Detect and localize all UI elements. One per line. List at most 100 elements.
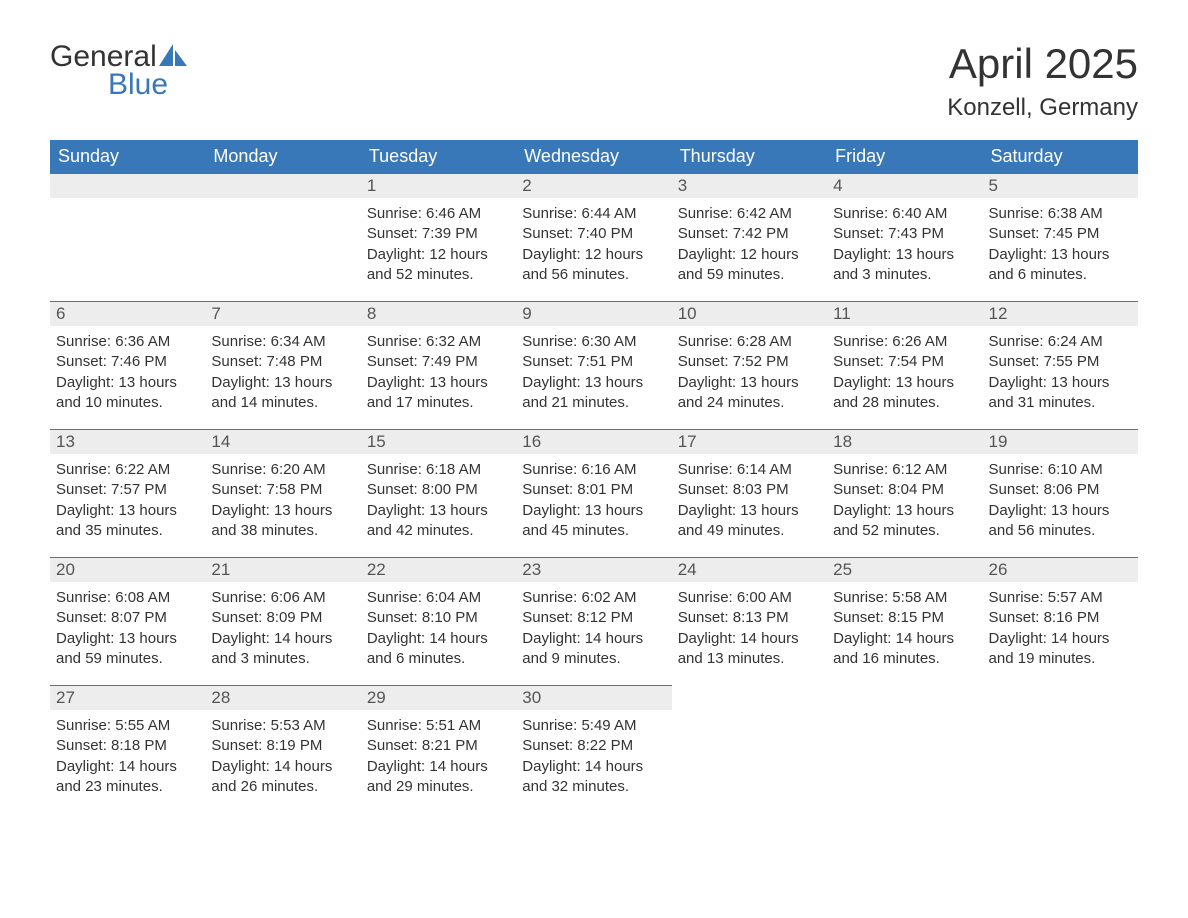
calendar-cell: 20Sunrise: 6:08 AMSunset: 8:07 PMDayligh…	[50, 557, 205, 685]
weekday-row: SundayMondayTuesdayWednesdayThursdayFrid…	[50, 140, 1138, 173]
daylight-line: Daylight: 13 hours and 24 minutes.	[678, 373, 821, 414]
sunrise-line: Sunrise: 5:49 AM	[522, 716, 665, 736]
sunset-line: Sunset: 7:55 PM	[989, 352, 1132, 372]
day-number: 5	[983, 173, 1138, 198]
daylight-line: Daylight: 12 hours and 56 minutes.	[522, 245, 665, 286]
logo-text-bottom: Blue	[108, 68, 187, 102]
sunset-line: Sunset: 8:18 PM	[56, 736, 199, 756]
sunset-line: Sunset: 8:22 PM	[522, 736, 665, 756]
calendar-cell: 2Sunrise: 6:44 AMSunset: 7:40 PMDaylight…	[516, 173, 671, 301]
sunset-line: Sunset: 7:40 PM	[522, 224, 665, 244]
day-number: 28	[205, 685, 360, 710]
daylight-line: Daylight: 14 hours and 32 minutes.	[522, 757, 665, 798]
calendar-cell: 11Sunrise: 6:26 AMSunset: 7:54 PMDayligh…	[827, 301, 982, 429]
weekday-header: Friday	[827, 140, 982, 173]
sunset-line: Sunset: 7:48 PM	[211, 352, 354, 372]
day-number: 18	[827, 429, 982, 454]
day-number: 15	[361, 429, 516, 454]
sunset-line: Sunset: 8:12 PM	[522, 608, 665, 628]
calendar-row: 13Sunrise: 6:22 AMSunset: 7:57 PMDayligh…	[50, 429, 1138, 557]
sunset-line: Sunset: 8:10 PM	[367, 608, 510, 628]
calendar-cell: 13Sunrise: 6:22 AMSunset: 7:57 PMDayligh…	[50, 429, 205, 557]
calendar-cell: 25Sunrise: 5:58 AMSunset: 8:15 PMDayligh…	[827, 557, 982, 685]
calendar-cell: 28Sunrise: 5:53 AMSunset: 8:19 PMDayligh…	[205, 685, 360, 813]
calendar-cell: 19Sunrise: 6:10 AMSunset: 8:06 PMDayligh…	[983, 429, 1138, 557]
sunset-line: Sunset: 7:57 PM	[56, 480, 199, 500]
sunset-line: Sunset: 7:46 PM	[56, 352, 199, 372]
sunset-line: Sunset: 8:04 PM	[833, 480, 976, 500]
sunrise-line: Sunrise: 6:40 AM	[833, 204, 976, 224]
daylight-line: Daylight: 14 hours and 6 minutes.	[367, 629, 510, 670]
calendar-cell: 4Sunrise: 6:40 AMSunset: 7:43 PMDaylight…	[827, 173, 982, 301]
daylight-line: Daylight: 14 hours and 19 minutes.	[989, 629, 1132, 670]
sunrise-line: Sunrise: 6:32 AM	[367, 332, 510, 352]
day-number: 27	[50, 685, 205, 710]
sunrise-line: Sunrise: 5:58 AM	[833, 588, 976, 608]
day-number: 20	[50, 557, 205, 582]
location: Konzell, Germany	[947, 94, 1138, 122]
calendar-cell	[50, 173, 205, 301]
day-number: 8	[361, 301, 516, 326]
calendar-cell	[205, 173, 360, 301]
sunrise-line: Sunrise: 6:20 AM	[211, 460, 354, 480]
day-number: 13	[50, 429, 205, 454]
day-number: 22	[361, 557, 516, 582]
sunset-line: Sunset: 7:42 PM	[678, 224, 821, 244]
day-body: Sunrise: 5:51 AMSunset: 8:21 PMDaylight:…	[361, 710, 516, 807]
calendar-row: 1Sunrise: 6:46 AMSunset: 7:39 PMDaylight…	[50, 173, 1138, 301]
day-body: Sunrise: 6:06 AMSunset: 8:09 PMDaylight:…	[205, 582, 360, 679]
day-number: 10	[672, 301, 827, 326]
day-body: Sunrise: 6:10 AMSunset: 8:06 PMDaylight:…	[983, 454, 1138, 551]
daylight-line: Daylight: 14 hours and 16 minutes.	[833, 629, 976, 670]
sunset-line: Sunset: 8:09 PM	[211, 608, 354, 628]
daylight-line: Daylight: 13 hours and 3 minutes.	[833, 245, 976, 286]
sunset-line: Sunset: 8:19 PM	[211, 736, 354, 756]
day-body: Sunrise: 6:18 AMSunset: 8:00 PMDaylight:…	[361, 454, 516, 551]
weekday-header: Monday	[205, 140, 360, 173]
calendar-cell	[983, 685, 1138, 813]
day-body: Sunrise: 6:40 AMSunset: 7:43 PMDaylight:…	[827, 198, 982, 295]
weekday-header: Wednesday	[516, 140, 671, 173]
day-number: 3	[672, 173, 827, 198]
daylight-line: Daylight: 13 hours and 49 minutes.	[678, 501, 821, 542]
month-title: April 2025	[947, 40, 1138, 88]
calendar-cell: 30 Sunrise: 5:49 AMSunset: 8:22 PMDayligh…	[516, 685, 671, 813]
day-number: 16	[516, 429, 671, 454]
calendar-cell: 27Sunrise: 5:55 AMSunset: 8:18 PMDayligh…	[50, 685, 205, 813]
day-body: Sunrise: 6:00 AMSunset: 8:13 PMDaylight:…	[672, 582, 827, 679]
sunset-line: Sunset: 7:39 PM	[367, 224, 510, 244]
day-body: Sunrise: 6:28 AMSunset: 7:52 PMDaylight:…	[672, 326, 827, 423]
daylight-line: Daylight: 13 hours and 42 minutes.	[367, 501, 510, 542]
day-body: Sunrise: 6:16 AMSunset: 8:01 PMDaylight:…	[516, 454, 671, 551]
day-body: Sunrise: 6:20 AMSunset: 7:58 PMDaylight:…	[205, 454, 360, 551]
day-body: Sunrise: 5:55 AMSunset: 8:18 PMDaylight:…	[50, 710, 205, 807]
sunset-line: Sunset: 8:16 PM	[989, 608, 1132, 628]
daylight-line: Daylight: 13 hours and 45 minutes.	[522, 501, 665, 542]
calendar-cell: 6Sunrise: 6:36 AMSunset: 7:46 PMDaylight…	[50, 301, 205, 429]
day-number	[50, 173, 205, 198]
daylight-line: Daylight: 13 hours and 21 minutes.	[522, 373, 665, 414]
title-block: April 2025 Konzell, Germany	[947, 40, 1138, 122]
calendar-head: SundayMondayTuesdayWednesdayThursdayFrid…	[50, 140, 1138, 173]
sunrise-line: Sunrise: 6:16 AM	[522, 460, 665, 480]
daylight-line: Daylight: 12 hours and 59 minutes.	[678, 245, 821, 286]
sunset-line: Sunset: 7:49 PM	[367, 352, 510, 372]
calendar-cell: 1Sunrise: 6:46 AMSunset: 7:39 PMDaylight…	[361, 173, 516, 301]
day-number: 9	[516, 301, 671, 326]
daylight-line: Daylight: 13 hours and 56 minutes.	[989, 501, 1132, 542]
calendar-row: 6Sunrise: 6:36 AMSunset: 7:46 PMDaylight…	[50, 301, 1138, 429]
day-body: Sunrise: 5:53 AMSunset: 8:19 PMDaylight:…	[205, 710, 360, 807]
daylight-line: Daylight: 13 hours and 6 minutes.	[989, 245, 1132, 286]
day-number: 30	[516, 685, 671, 710]
sunrise-line: Sunrise: 6:00 AM	[678, 588, 821, 608]
day-body: Sunrise: 6:02 AMSunset: 8:12 PMDaylight:…	[516, 582, 671, 679]
day-body: Sunrise: 5:57 AMSunset: 8:16 PMDaylight:…	[983, 582, 1138, 679]
sunset-line: Sunset: 7:51 PM	[522, 352, 665, 372]
daylight-line: Daylight: 13 hours and 52 minutes.	[833, 501, 976, 542]
sunrise-line: Sunrise: 6:36 AM	[56, 332, 199, 352]
calendar-cell: 24Sunrise: 6:00 AMSunset: 8:13 PMDayligh…	[672, 557, 827, 685]
day-body: Sunrise: 6:46 AMSunset: 7:39 PMDaylight:…	[361, 198, 516, 295]
day-body: Sunrise: 6:08 AMSunset: 8:07 PMDaylight:…	[50, 582, 205, 679]
daylight-line: Daylight: 13 hours and 31 minutes.	[989, 373, 1132, 414]
day-number: 4	[827, 173, 982, 198]
